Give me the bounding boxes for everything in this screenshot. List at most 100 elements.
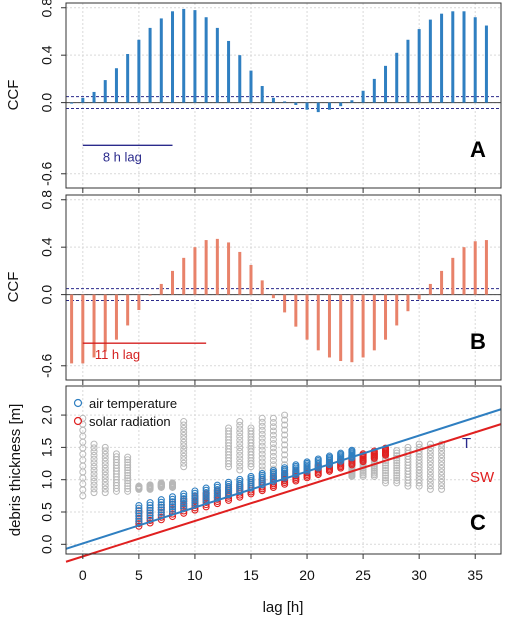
- air-temperature-point: [168, 505, 177, 513]
- ccf-bar: [350, 294, 354, 363]
- ccf-bar: [462, 247, 466, 295]
- grey-point: [393, 462, 401, 470]
- panel-c-ylabel: debris thickness [m]: [7, 404, 24, 537]
- ccf-bar: [171, 11, 175, 103]
- grey-point: [101, 485, 109, 493]
- ccf-bar: [417, 29, 421, 103]
- air-temperature-point: [247, 472, 255, 481]
- ccf-bar: [440, 270, 444, 295]
- ccf-bar: [451, 257, 455, 295]
- air-temperature-point: [191, 494, 199, 502]
- grey-point: [438, 444, 446, 452]
- grey-point: [90, 455, 98, 463]
- grey-point: [124, 485, 132, 493]
- air-temperature-point: [157, 501, 165, 509]
- ccf-bar: [350, 100, 354, 103]
- grey-point: [236, 425, 244, 433]
- grey-point: [124, 472, 132, 480]
- ccf-bar: [81, 294, 85, 364]
- ccf-bar: [283, 294, 287, 313]
- grey-point: [180, 463, 188, 471]
- y-tick-label: 0.5: [39, 502, 55, 522]
- ccf-bar: [260, 280, 264, 295]
- panel-a-letter: A: [470, 137, 486, 162]
- air-temperature-point: [168, 493, 177, 501]
- grey-point: [112, 453, 120, 461]
- grey-point: [438, 485, 446, 493]
- grey-point: [258, 422, 266, 430]
- grey-point: [90, 470, 98, 478]
- ccf-bar: [395, 52, 399, 103]
- grey-point: [236, 455, 244, 463]
- grey-point: [269, 452, 277, 460]
- x-tick-label: 5: [135, 567, 143, 583]
- ccf-bar: [417, 294, 421, 300]
- air-temperature-point: [325, 452, 334, 460]
- grey-point: [393, 479, 401, 487]
- ccf-bar: [327, 102, 331, 110]
- ccf-bar: [126, 294, 130, 326]
- ccf-bar: [114, 294, 118, 340]
- grey-point: [225, 427, 233, 435]
- ccf-bar: [473, 17, 477, 103]
- air-temperature-point: [191, 492, 199, 500]
- grey-point: [101, 468, 109, 476]
- y-tick-label: 2.0: [39, 405, 55, 425]
- grey-point: [258, 458, 266, 466]
- grey-point: [180, 428, 188, 436]
- x-tick-label: 30: [411, 567, 427, 583]
- grey-point: [426, 465, 434, 473]
- grey-point: [269, 448, 277, 456]
- ccf-bar: [103, 80, 107, 103]
- panel-c-frame: [65, 385, 502, 555]
- air-temperature-point: [225, 480, 233, 488]
- grey-point: [180, 452, 188, 460]
- grey-point: [258, 430, 266, 438]
- air-temperature-point: [146, 504, 154, 512]
- y-tick-label: 0.0: [39, 534, 55, 554]
- grey-point: [438, 468, 446, 476]
- grey-point: [393, 447, 401, 455]
- grey-point: [90, 451, 98, 459]
- air-temperature-point: [191, 496, 199, 504]
- air-temperature-point: [314, 455, 322, 463]
- y-tick-label: 1.0: [39, 470, 55, 490]
- air-temperature-point: [157, 496, 165, 504]
- air-temperature-point: [168, 503, 177, 511]
- air-temperature-point: [348, 446, 356, 454]
- air-temperature-point: [146, 501, 154, 509]
- y-tick-label: 0.4: [39, 237, 55, 257]
- grey-point: [124, 482, 132, 490]
- grey-point: [101, 475, 109, 483]
- grey-point: [157, 479, 165, 487]
- grey-point: [180, 438, 188, 446]
- grey-point: [393, 469, 401, 477]
- air-temperature-point: [236, 479, 244, 487]
- y-tick-label: 0.8: [39, 0, 55, 17]
- x-tick-label: 10: [187, 567, 203, 583]
- grey-point: [124, 464, 132, 472]
- grey-point: [236, 421, 244, 429]
- air-temperature-point: [202, 489, 210, 497]
- ccf-bar: [451, 11, 455, 103]
- grey-point: [180, 424, 188, 432]
- grey-point: [281, 421, 289, 429]
- air-temperature-point: [191, 499, 199, 507]
- grey-point: [269, 414, 277, 422]
- y-tick-label: -0.6: [39, 161, 55, 185]
- grey-point: [90, 448, 98, 456]
- air-temperature-point: [180, 502, 188, 510]
- legend: air temperature solar radiation: [73, 396, 177, 429]
- grey-point: [180, 449, 188, 457]
- ccf-bar: [249, 264, 253, 295]
- y-tick-label: 0.0: [39, 285, 55, 305]
- air-temperature-point: [247, 474, 255, 482]
- grey-point: [438, 471, 446, 479]
- grey-point: [247, 424, 255, 432]
- grey-point: [382, 469, 390, 477]
- grey-point: [90, 489, 98, 497]
- air-temperature-point: [180, 492, 188, 500]
- ccf-bar: [215, 238, 219, 295]
- ccf-bar: [339, 102, 343, 107]
